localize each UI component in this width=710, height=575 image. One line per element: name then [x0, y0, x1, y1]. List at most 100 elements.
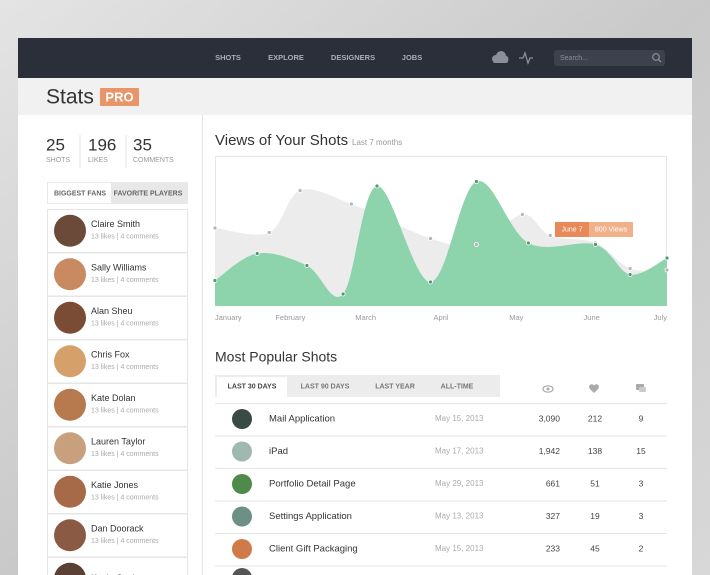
data-point[interactable] — [474, 179, 479, 184]
shot-comments: 3 — [639, 511, 644, 521]
fan-name: Chris Fox — [91, 350, 130, 360]
chart-subtitle: Last 7 months — [352, 138, 402, 147]
chart-title: Views of Your Shots — [215, 132, 348, 149]
shot-name[interactable]: Portfolio Detail Page — [269, 479, 356, 490]
data-point[interactable] — [627, 272, 633, 277]
x-tick-label: March — [355, 313, 376, 322]
data-point[interactable] — [340, 291, 346, 297]
shot-comments: 2 — [639, 543, 644, 553]
data-point[interactable] — [664, 255, 670, 261]
data-point[interactable] — [664, 267, 670, 273]
data-point[interactable] — [474, 242, 479, 247]
fan-name: Dan Doorack — [91, 524, 144, 534]
data-point[interactable] — [212, 278, 218, 283]
fan-name: Alan Sheu — [91, 306, 133, 316]
avatar — [54, 388, 86, 421]
fan-name: Kevin Conlan — [91, 573, 145, 575]
stat-value: 25 — [46, 135, 65, 154]
avatar — [54, 301, 86, 334]
search-icon[interactable] — [652, 53, 660, 61]
comments-icon — [636, 384, 646, 392]
nav-item[interactable]: JOBS — [402, 53, 422, 62]
data-point[interactable] — [254, 251, 260, 256]
shot-likes: 19 — [590, 511, 600, 521]
stat-value: 196 — [88, 135, 116, 154]
fan-detail: 13 likes | 4 comments — [91, 495, 159, 502]
x-tick-label: June — [584, 313, 600, 322]
shot-comments: 9 — [639, 413, 644, 423]
search-box[interactable] — [554, 50, 665, 66]
data-point[interactable] — [428, 236, 433, 241]
avatar — [54, 345, 86, 378]
thumbnail — [232, 474, 252, 494]
shot-likes: 138 — [588, 446, 602, 456]
area — [215, 180, 667, 306]
data-point[interactable] — [525, 240, 531, 246]
shot-date: May 13, 2013 — [435, 512, 484, 521]
nav-item[interactable]: DESIGNERS — [331, 53, 375, 62]
avatar — [54, 475, 86, 508]
fan-detail: 13 likes | 4 comments — [91, 364, 159, 371]
data-point[interactable] — [627, 266, 633, 271]
shot-date: May 29, 2013 — [435, 479, 484, 488]
shot-name[interactable]: iPad — [269, 446, 288, 457]
thumbnail — [232, 506, 252, 527]
fan-detail: 13 likes | 4 comments — [91, 321, 159, 328]
sidebar-tab[interactable]: BIGGEST FANS — [54, 190, 106, 197]
nav-item[interactable]: SHOTS — [215, 53, 241, 62]
tooltip-date: June 7 — [561, 226, 582, 233]
avatar — [54, 258, 86, 291]
data-point[interactable] — [547, 233, 553, 238]
shot-views: 3,090 — [539, 413, 561, 423]
shot-comments: 15 — [636, 446, 646, 456]
shot-likes: 212 — [588, 413, 602, 423]
data-point[interactable] — [266, 230, 272, 235]
data-point[interactable] — [297, 188, 303, 193]
table-tab[interactable]: ALL-TIME — [441, 383, 474, 390]
stat-label: SHOTS — [46, 157, 70, 164]
cloud-icon[interactable] — [492, 51, 509, 63]
shot-views: 233 — [546, 543, 560, 553]
badge-text: PRO — [105, 89, 133, 104]
fan-detail: 13 likes | 4 comments — [91, 408, 159, 415]
activity-icon[interactable] — [519, 51, 533, 65]
data-point[interactable] — [428, 279, 433, 285]
thumbnail — [232, 539, 252, 559]
data-point[interactable] — [304, 263, 310, 268]
fan-name: Kate Dolan — [91, 393, 136, 403]
tooltip-value: 800 Views — [595, 226, 628, 233]
shot-likes: 51 — [590, 478, 600, 488]
data-point[interactable] — [212, 225, 218, 231]
fan-name: Lauren Taylor — [91, 437, 145, 447]
shot-name[interactable]: Mail Application — [269, 414, 335, 425]
shot-name[interactable]: Settings Application — [269, 511, 352, 522]
shot-date: May 15, 2013 — [435, 414, 484, 423]
shot-name[interactable]: Client Gift Packaging — [269, 544, 358, 555]
thumbnail — [232, 441, 252, 462]
sidebar-tab[interactable]: FAVORITE PLAYERS — [114, 190, 183, 197]
fan-detail: 13 likes | 4 comments — [91, 451, 159, 458]
page-title: Stats — [46, 86, 94, 109]
stat-label: COMMENTS — [133, 157, 174, 164]
table-tab[interactable]: LAST YEAR — [375, 383, 415, 390]
thumbnail — [232, 409, 252, 429]
fan-detail: 13 likes | 4 comments — [91, 277, 159, 284]
x-tick-label: January — [215, 313, 242, 322]
data-point[interactable] — [519, 212, 525, 217]
data-point[interactable] — [348, 201, 354, 207]
fan-name: Katie Jones — [91, 480, 139, 490]
fan-detail: 13 likes | 4 comments — [91, 538, 159, 545]
x-tick-label: February — [275, 313, 305, 322]
search-placeholder: Search... — [560, 55, 588, 62]
table-tab[interactable]: LAST 30 DAYS — [228, 383, 277, 390]
tooltip-value-bg — [589, 222, 633, 237]
selected-tab — [217, 377, 287, 397]
data-point[interactable] — [593, 242, 598, 247]
nav-item[interactable]: EXPLORE — [268, 53, 304, 62]
data-point[interactable] — [374, 183, 380, 189]
tooltip-date-bg — [555, 222, 589, 237]
table-tab[interactable]: LAST 90 DAYS — [301, 383, 350, 390]
shot-views: 661 — [546, 478, 560, 488]
